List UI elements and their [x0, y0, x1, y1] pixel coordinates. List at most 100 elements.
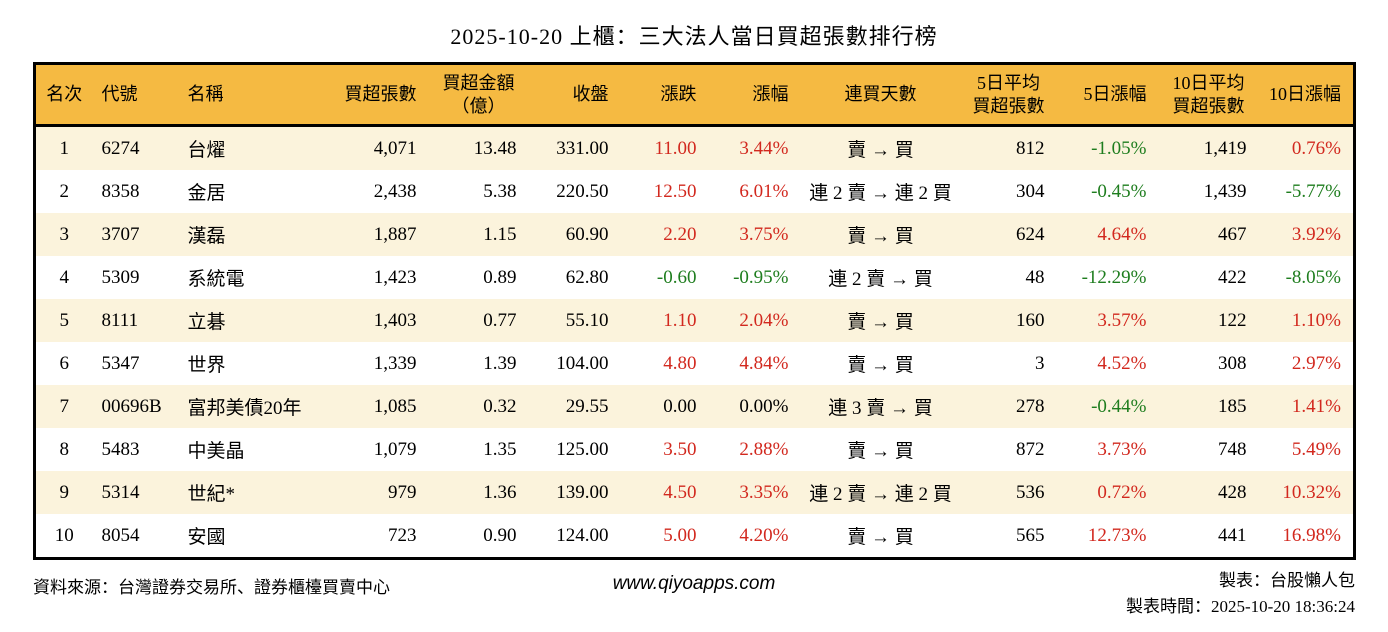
- cell-net-buy-volume: 1,339: [373, 352, 417, 374]
- cell-buy-streak: 連 2 賣 → 連 2 買: [809, 484, 952, 505]
- cell-change-pct: 3.75%: [739, 223, 789, 245]
- cell-net-buy-amount: 13.48: [473, 137, 517, 159]
- cell-pct10: 3.92%: [1291, 223, 1341, 245]
- header-change-pct: 漲幅: [708, 63, 801, 127]
- cell-close: 139.00: [556, 481, 609, 503]
- cell-avg10-volume: 308: [1218, 352, 1247, 374]
- cell-net-buy-volume: 979: [388, 481, 417, 503]
- cell-net-buy-amount: 1.35: [483, 438, 517, 460]
- table-header: 名次 代號 名稱 買超張數 買超金額 （億） 收盤 漲跌 漲幅 連買天數 5日平…: [34, 63, 1355, 127]
- cell-change: 5.00: [663, 524, 697, 546]
- table-row: 8 5483 中美晶 1,079 1.35 125.00 3.50 2.88% 賣 → 買 872…: [35, 428, 1355, 471]
- cell-pct10: 1.10%: [1291, 309, 1341, 331]
- cell-avg5-volume: 48: [1025, 266, 1045, 288]
- header-avg10-volume: 10日平均 買超張數: [1158, 63, 1259, 127]
- cell-pct10: 0.76%: [1291, 137, 1341, 159]
- cell-name: 台燿: [187, 140, 226, 161]
- cell-code: 5483: [101, 438, 140, 460]
- cell-code: 5314: [101, 481, 140, 503]
- cell-avg10-volume: 748: [1218, 438, 1247, 460]
- header-close: 收盤: [528, 63, 621, 127]
- cell-close: 124.00: [556, 524, 609, 546]
- cell-net-buy-amount: 1.36: [483, 481, 517, 503]
- cell-code: 8111: [101, 309, 139, 331]
- cell-avg5-volume: 812: [1016, 137, 1045, 159]
- cell-avg10-volume: 1,419: [1203, 137, 1247, 159]
- cell-buy-streak: 賣 → 買: [847, 140, 914, 161]
- cell-net-buy-amount: 1.39: [483, 352, 517, 374]
- table-row: 6 5347 世界 1,339 1.39 104.00 4.80 4.84% 賣 → 買 3 4.5…: [35, 342, 1355, 385]
- cell-net-buy-volume: 4,071: [373, 137, 417, 159]
- cell-close: 55.10: [565, 309, 609, 331]
- cell-buy-streak: 賣 → 買: [847, 312, 914, 333]
- cell-pct5: -0.44%: [1091, 395, 1147, 417]
- cell-change: 3.50: [663, 438, 697, 460]
- cell-name: 漢磊: [187, 226, 226, 247]
- cell-name: 立碁: [187, 312, 226, 333]
- cell-buy-streak: 連 3 賣 → 買: [828, 398, 933, 419]
- cell-change-pct: 3.35%: [739, 481, 789, 503]
- cell-name: 富邦美債20年: [187, 398, 302, 419]
- cell-avg5-volume: 536: [1016, 481, 1045, 503]
- cell-net-buy-amount: 0.89: [483, 266, 517, 288]
- header-buy-streak: 連買天數: [800, 63, 961, 127]
- cell-net-buy-volume: 1,887: [373, 223, 417, 245]
- cell-avg5-volume: 3: [1035, 352, 1045, 374]
- cell-rank: 5: [59, 309, 70, 331]
- cell-close: 331.00: [556, 137, 609, 159]
- cell-change-pct: 4.84%: [739, 352, 789, 374]
- cell-rank: 2: [59, 180, 70, 202]
- cell-name: 世界: [187, 355, 226, 376]
- cell-name: 系統電: [187, 269, 245, 290]
- cell-change-pct: 3.44%: [739, 137, 789, 159]
- footer-source: 資料來源：台灣證券交易所、證券櫃檯買賣中心: [33, 578, 390, 597]
- cell-rank: 8: [59, 438, 70, 460]
- cell-code: 5309: [101, 266, 140, 288]
- cell-change: 1.10: [663, 309, 697, 331]
- cell-pct10: 10.32%: [1282, 481, 1341, 503]
- cell-avg5-volume: 160: [1016, 309, 1045, 331]
- cell-change-pct: 0.00%: [739, 395, 789, 417]
- cell-avg5-volume: 872: [1016, 438, 1045, 460]
- cell-net-buy-amount: 0.32: [483, 395, 517, 417]
- cell-change: 4.80: [663, 352, 697, 374]
- cell-change: 11.00: [654, 137, 697, 159]
- table-header-row: 名次 代號 名稱 買超張數 買超金額 （億） 收盤 漲跌 漲幅 連買天數 5日平…: [34, 63, 1355, 127]
- cell-close: 62.80: [565, 266, 609, 288]
- cell-pct5: 0.72%: [1097, 481, 1147, 503]
- cell-net-buy-amount: 0.90: [483, 524, 517, 546]
- cell-pct5: 4.64%: [1097, 223, 1147, 245]
- cell-avg10-volume: 122: [1218, 309, 1247, 331]
- cell-pct10: 16.98%: [1282, 524, 1341, 546]
- cell-close: 125.00: [556, 438, 609, 460]
- cell-rank: 9: [59, 481, 70, 503]
- header-pct5: 5日漲幅: [1056, 63, 1159, 127]
- cell-buy-streak: 賣 → 買: [847, 355, 914, 376]
- cell-net-buy-volume: 1,423: [373, 266, 417, 288]
- cell-net-buy-volume: 723: [388, 524, 417, 546]
- cell-pct10: 1.41%: [1291, 395, 1341, 417]
- cell-close: 60.90: [565, 223, 609, 245]
- cell-avg10-volume: 1,439: [1203, 180, 1247, 202]
- header-net-buy-amount: 買超金額 （億）: [428, 63, 529, 127]
- cell-avg5-volume: 624: [1016, 223, 1045, 245]
- table-row: 1 6274 台燿 4,071 13.48 331.00 11.00 3.44% 賣 → 買 81…: [34, 125, 1355, 170]
- cell-net-buy-amount: 1.15: [483, 223, 517, 245]
- header-code: 代號: [92, 63, 181, 127]
- cell-close: 220.50: [556, 180, 609, 202]
- cell-change-pct: 2.04%: [739, 309, 789, 331]
- cell-change-pct: 2.88%: [739, 438, 789, 460]
- cell-avg10-volume: 185: [1218, 395, 1247, 417]
- cell-change-pct: -0.95%: [733, 266, 789, 288]
- cell-change-pct: 6.01%: [739, 180, 789, 202]
- footer-website: www.qiyoapps.com: [612, 573, 776, 594]
- header-change: 漲跌: [620, 63, 709, 127]
- cell-buy-streak: 賣 → 買: [847, 441, 914, 462]
- cell-name: 中美晶: [187, 441, 245, 462]
- cell-code: 8358: [101, 180, 140, 202]
- header-pct10: 10日漲幅: [1258, 63, 1355, 127]
- cell-rank: 1: [59, 137, 70, 159]
- cell-rank: 10: [54, 524, 74, 546]
- cell-pct5: 3.73%: [1097, 438, 1147, 460]
- cell-pct5: -12.29%: [1081, 266, 1147, 288]
